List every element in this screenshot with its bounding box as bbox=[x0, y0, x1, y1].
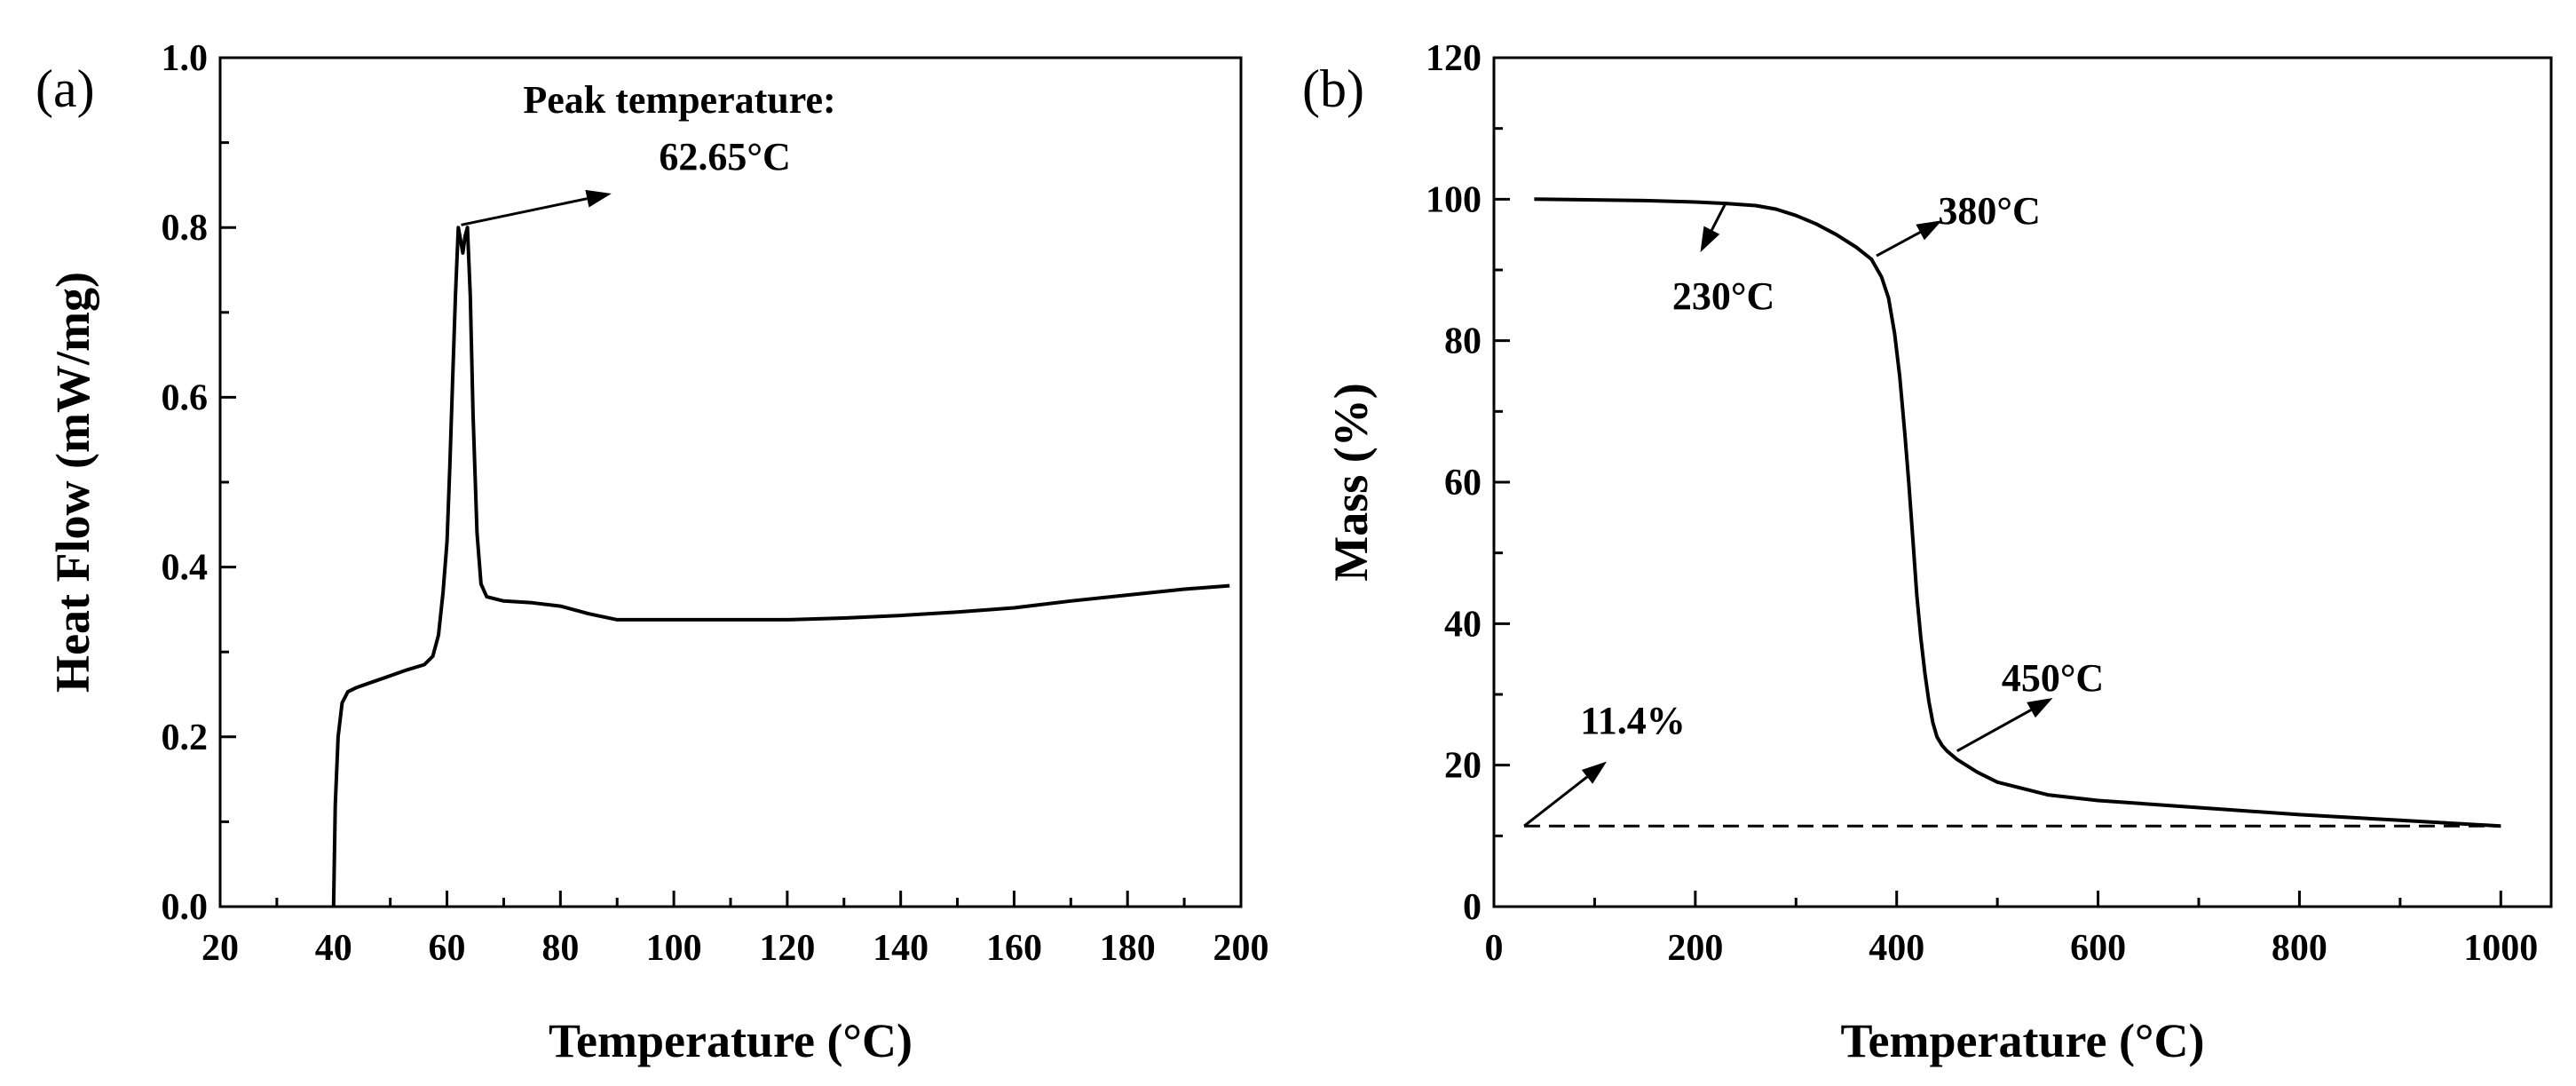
annotation-arrowhead bbox=[1581, 761, 1608, 784]
y-tick-label: 40 bbox=[1444, 604, 1482, 645]
y-tick-label: 60 bbox=[1444, 463, 1482, 503]
annotation-text: 230°C bbox=[1672, 274, 1774, 318]
x-tick-label: 200 bbox=[1213, 928, 1269, 969]
x-tick-label: 180 bbox=[1100, 928, 1156, 969]
annotation-arrow bbox=[1523, 775, 1588, 828]
annotation-arrowhead bbox=[1700, 226, 1720, 253]
x-tick-label: 120 bbox=[759, 928, 815, 969]
annotation-arrow bbox=[461, 197, 588, 226]
y-tick-label: 0.4 bbox=[162, 548, 209, 589]
x-tick-label: 800 bbox=[2272, 928, 2327, 969]
x-tick-label: 200 bbox=[1667, 928, 1723, 969]
y-tick-label: 1.0 bbox=[162, 38, 209, 79]
y-axis-title: Mass (%) bbox=[1324, 383, 1378, 581]
plot-frame bbox=[1492, 56, 2553, 908]
annotation-text: 11.4% bbox=[1580, 699, 1686, 742]
x-tick-label: 140 bbox=[873, 928, 928, 969]
y-axis-title: Heat Flow (mW/mg) bbox=[46, 272, 99, 693]
series-line-dsc bbox=[331, 226, 1230, 908]
panel-label: (a) bbox=[36, 59, 95, 118]
annotation-text: 380°C bbox=[1938, 189, 2040, 233]
x-tick-label: 100 bbox=[646, 928, 702, 969]
annotation-text: 62.65°C bbox=[659, 135, 790, 178]
y-tick-label: 0.2 bbox=[162, 717, 209, 758]
x-tick-label: 60 bbox=[429, 928, 466, 969]
y-tick-label: 0.0 bbox=[162, 887, 209, 928]
x-axis-title: Temperature (°C) bbox=[549, 1014, 913, 1067]
y-tick-label: 80 bbox=[1444, 321, 1482, 362]
y-tick-label: 0 bbox=[1463, 887, 1482, 928]
annotation-arrowhead bbox=[585, 189, 612, 208]
y-tick-label: 0.8 bbox=[162, 208, 209, 249]
annotation-arrow bbox=[1956, 709, 2032, 753]
annotation-text: Peak temperature: bbox=[523, 78, 835, 122]
annotation-arrow bbox=[1711, 202, 1727, 231]
panel-a-chart: 20 40 60 80 100 120 140 160 180 200 0.0 0.2 0.4 0.6 0.… bbox=[36, 38, 1269, 1067]
x-tick-label: 160 bbox=[986, 928, 1042, 969]
x-tick-label: 80 bbox=[541, 928, 579, 969]
panel-b-chart: 0 200 400 600 800 1000 0 20 40 60 80 100 120 Temperat… bbox=[1302, 38, 2553, 1067]
plot-frame bbox=[218, 56, 1243, 908]
y-tick-label: 120 bbox=[1426, 38, 1482, 79]
panel-label: (b) bbox=[1302, 59, 1364, 118]
annotation-arrowhead bbox=[2027, 697, 2053, 718]
x-tick-label: 0 bbox=[1485, 928, 1504, 969]
annotation-arrow bbox=[1876, 231, 1921, 258]
y-tick-label: 100 bbox=[1426, 179, 1482, 220]
y-tick-label: 0.6 bbox=[162, 377, 209, 418]
annotation-arrowhead bbox=[1916, 220, 1942, 241]
annotation-text: 450°C bbox=[2002, 656, 2104, 700]
x-tick-label: 40 bbox=[315, 928, 352, 969]
x-tick-label: 1000 bbox=[2463, 928, 2538, 969]
x-tick-label: 600 bbox=[2070, 928, 2126, 969]
series-line-tg bbox=[1534, 197, 2501, 828]
x-tick-label: 400 bbox=[1869, 928, 1924, 969]
y-tick-label: 20 bbox=[1444, 746, 1482, 787]
x-tick-label: 20 bbox=[201, 928, 239, 969]
x-axis-title: Temperature (°C) bbox=[1840, 1014, 2204, 1067]
